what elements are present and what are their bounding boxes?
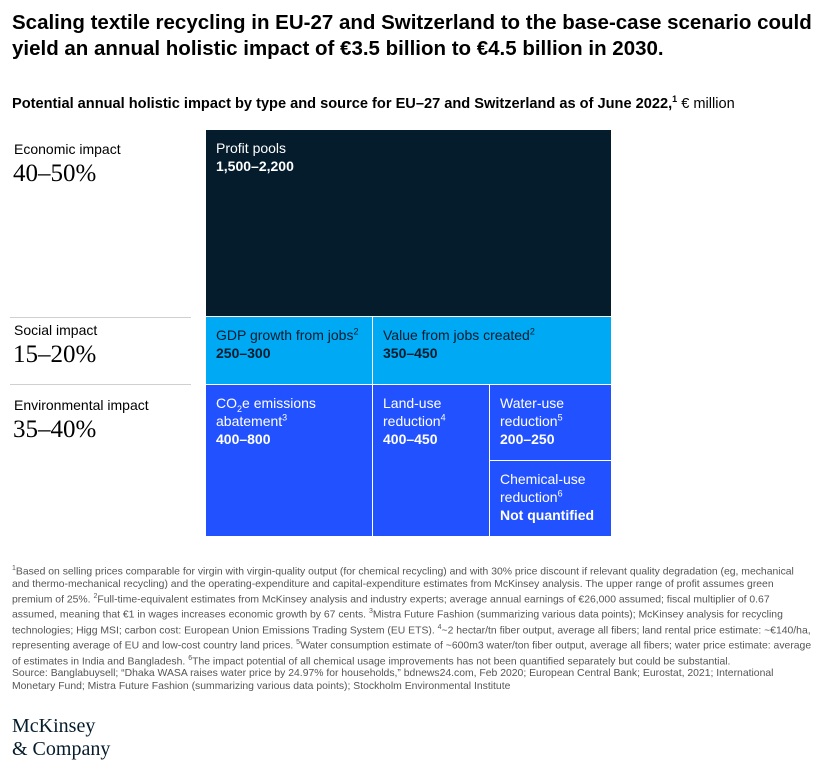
- subtitle-unit: € million: [677, 95, 735, 112]
- footnotes: 1Based on selling prices comparable for …: [12, 565, 812, 692]
- tile-co2e-name: CO2e emissions abatement3: [216, 395, 316, 429]
- tile-profit-pools: Profit pools 1,500–2,200: [206, 130, 611, 316]
- tile-profit-pools-name: Profit pools: [216, 140, 287, 156]
- tile-chemical-use-name: Chemical-use reduction6: [500, 471, 586, 505]
- subtitle-footnote-ref: 1: [672, 94, 678, 104]
- divider-social-environmental: [10, 384, 191, 385]
- tile-co2e-name-text: CO2e emissions abatement: [216, 395, 316, 429]
- social-impact-label: Social impact: [14, 322, 98, 338]
- logo-line-1: McKinsey: [12, 715, 96, 737]
- footnote-2: Full-time-equivalent estimates from McKi…: [12, 594, 770, 621]
- environmental-impact-share: 35–40%: [13, 416, 97, 443]
- tile-gdp-growth-name: GDP growth from jobs2: [216, 326, 359, 343]
- social-impact-share: 15–20%: [13, 341, 97, 368]
- tile-gdp-growth-from-jobs: GDP growth from jobs2 250–300: [206, 317, 372, 384]
- tile-land-use-name: Land-use reduction4: [383, 395, 446, 429]
- mckinsey-logo: McKinsey & Company: [12, 715, 110, 761]
- tile-water-use-value: 200–250: [500, 431, 555, 447]
- tile-water-use-name: Water-use reduction5: [500, 395, 565, 429]
- source-note: Source: Banglabuysell; “Dhaka WASA raise…: [12, 668, 774, 692]
- economic-impact-label: Economic impact: [14, 141, 121, 157]
- environmental-impact-label: Environmental impact: [14, 397, 149, 413]
- footnote-4: ~2 hectar/tn fiber output, average all f…: [12, 625, 811, 652]
- tile-value-from-jobs-value: 350–450: [383, 345, 438, 361]
- tile-chemical-use-value: Not quantified: [500, 507, 595, 523]
- footnote-5: Water consumption estimate of ~600m3 wat…: [12, 640, 812, 668]
- logo-line-2: & Company: [12, 738, 111, 760]
- tile-value-from-jobs-created: Value from jobs created2 350–450: [373, 317, 611, 384]
- tile-gdp-growth-value: 250–300: [216, 345, 271, 361]
- headline: Scaling textile recycling in EU-27 and S…: [12, 11, 812, 60]
- chart-subtitle: Potential annual holistic impact by type…: [12, 89, 824, 114]
- tile-land-use-value: 400–450: [383, 431, 438, 447]
- tile-profit-pools-value: 1,500–2,200: [216, 158, 294, 174]
- tile-co2e-value: 400–800: [216, 431, 271, 447]
- divider-economic-social: [10, 317, 191, 318]
- subtitle-text: Potential annual holistic impact by type…: [12, 95, 673, 112]
- tile-land-use-reduction: Land-use reduction4 400–450: [373, 385, 489, 536]
- footnote-3: Mistra Future Fashion (summarizing vario…: [12, 609, 783, 637]
- economic-impact-share: 40–50%: [13, 160, 97, 187]
- footnote-6: The impact potential of all chemical usa…: [192, 656, 731, 668]
- tile-water-use-reduction: Water-use reduction5 200–250: [490, 385, 611, 460]
- tile-co2e-emissions-abatement: CO2e emissions abatement3 400–800: [206, 385, 372, 536]
- tile-value-from-jobs-name: Value from jobs created2: [383, 326, 535, 343]
- tile-chemical-use-reduction: Chemical-use reduction6 Not quantified: [490, 461, 611, 536]
- footnote-1: Based on selling prices comparable for v…: [12, 566, 794, 606]
